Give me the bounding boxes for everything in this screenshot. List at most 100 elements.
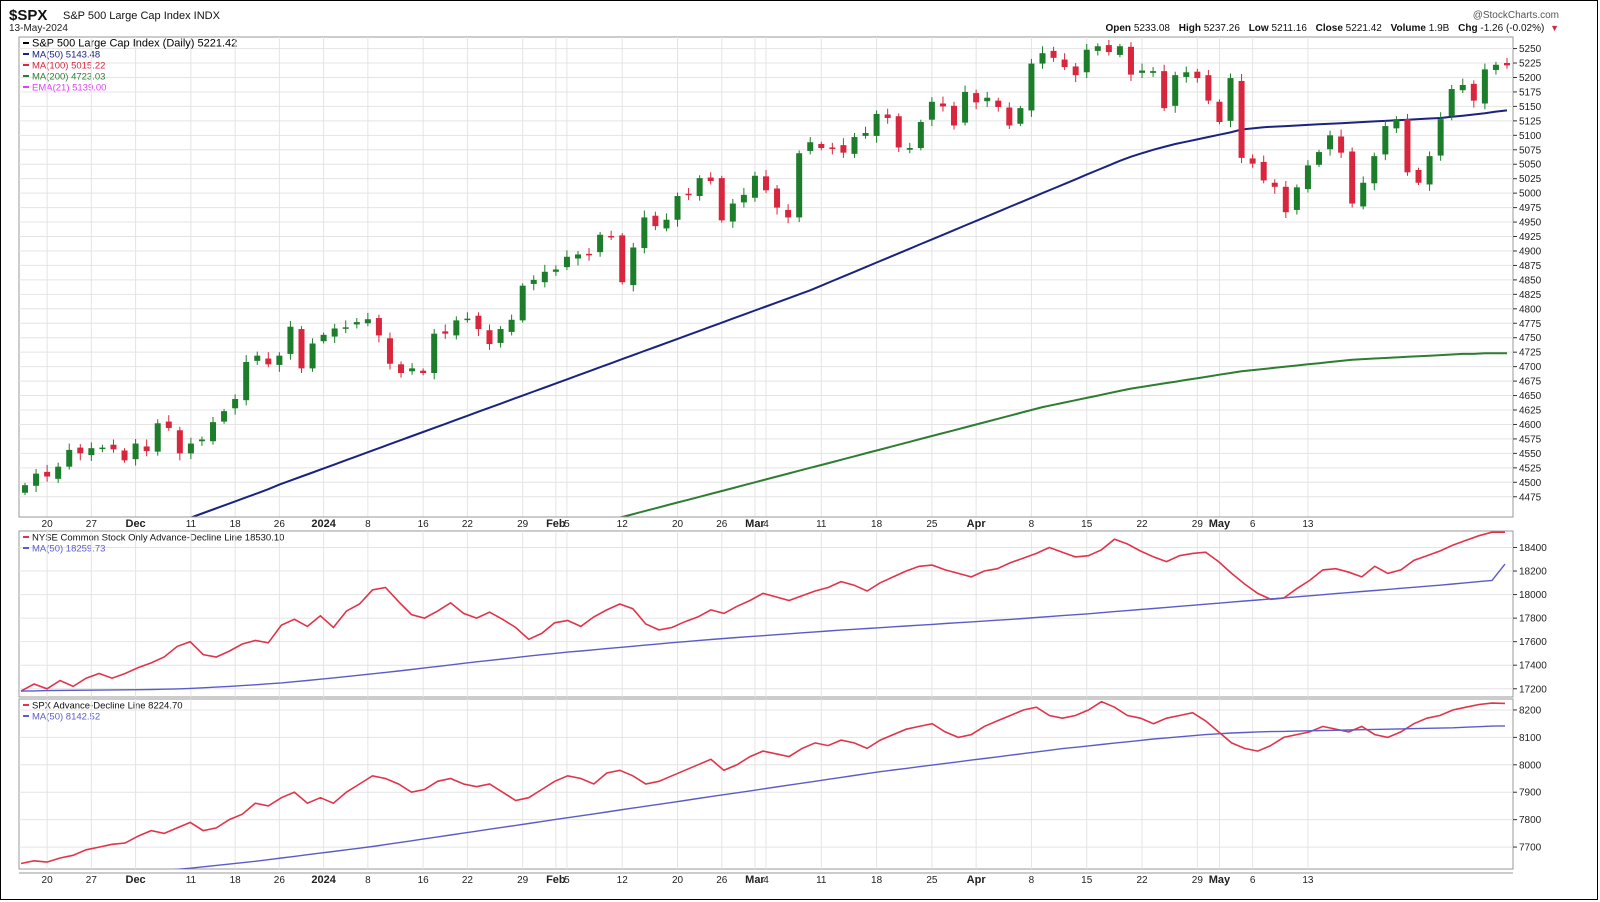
- y-tick-label: 5150: [1519, 102, 1542, 113]
- candle-body: [66, 449, 73, 467]
- y-tick-label: 5050: [1519, 160, 1542, 171]
- brand-watermark[interactable]: @StockCharts.com: [1472, 10, 1559, 21]
- candle-body: [906, 148, 913, 150]
- candle-body: [729, 203, 736, 222]
- y-tick-label: 18400: [1519, 543, 1547, 554]
- candle-body: [1238, 80, 1245, 158]
- candle-body: [1216, 101, 1223, 123]
- y-tick-label: 4500: [1519, 478, 1542, 489]
- candle-body: [1028, 63, 1035, 111]
- candle-body: [99, 447, 106, 450]
- candle-body: [563, 256, 570, 268]
- x-tick-label: Dec: [126, 518, 146, 530]
- chg-label: Chg: [1458, 23, 1478, 34]
- x-tick-label: 13: [1302, 875, 1314, 886]
- candle-body: [187, 443, 194, 454]
- close-label: Close: [1315, 23, 1343, 34]
- x-tick-label: 2024: [311, 874, 336, 886]
- candle-body: [508, 319, 515, 332]
- x-tick-label: 11: [816, 519, 827, 530]
- candle-body: [740, 194, 747, 203]
- x-tick-label: 2024: [311, 518, 336, 530]
- x-tick-label: 11: [186, 875, 197, 886]
- candle-body: [221, 411, 228, 422]
- candle-body: [1349, 151, 1356, 204]
- candle-body: [552, 269, 559, 272]
- candle-body: [1271, 182, 1278, 187]
- candle-body: [696, 178, 703, 197]
- y-tick-label: 4675: [1519, 377, 1542, 388]
- candle-body: [597, 234, 604, 253]
- x-tick-label: 8: [1029, 875, 1035, 886]
- candle-body: [22, 485, 28, 493]
- candle-body: [1304, 165, 1311, 190]
- x-tick-label: 18: [230, 519, 242, 530]
- y-tick-label: 5000: [1519, 189, 1542, 200]
- ad-ma50-line: [172, 725, 1506, 869]
- candle-body: [1127, 46, 1134, 75]
- candle-body: [320, 334, 327, 342]
- candle-body: [807, 142, 814, 151]
- x-tick-label: 13: [1302, 519, 1314, 530]
- candle-body: [1072, 66, 1079, 76]
- low-value: 5211.16: [1271, 23, 1307, 34]
- y-tick-label: 5200: [1519, 73, 1542, 84]
- x-tick-label: 20: [42, 519, 54, 530]
- high-label: High: [1178, 23, 1201, 34]
- candle-body: [851, 137, 858, 154]
- x-tick-label: 18: [230, 875, 242, 886]
- candle-body: [1116, 46, 1123, 55]
- x-tick-label: 15: [1081, 875, 1093, 886]
- candle-body: [630, 247, 637, 286]
- y-tick-label: 4900: [1519, 246, 1542, 257]
- candle-body: [574, 254, 581, 259]
- candle-body: [751, 175, 758, 198]
- candle-body: [1437, 119, 1444, 156]
- candle-body: [1105, 45, 1112, 53]
- y-tick-label: 4775: [1519, 319, 1542, 330]
- candle-body: [1338, 136, 1345, 153]
- candle-body: [165, 421, 172, 428]
- y-tick-label: 4950: [1519, 218, 1542, 229]
- x-tick-label: 12: [617, 519, 629, 530]
- y-tick-label: 17800: [1519, 614, 1547, 625]
- chart-date: 13-May-2024: [9, 23, 68, 34]
- candle-body: [1183, 72, 1190, 77]
- y-tick-label: 4725: [1519, 348, 1542, 359]
- candle-body: [829, 147, 836, 149]
- x-tick-label: 22: [462, 519, 474, 530]
- candle-body: [475, 315, 482, 330]
- ad-line: [20, 700, 1506, 865]
- down-arrow-icon: ▼: [1550, 23, 1559, 33]
- candle-body: [641, 217, 648, 249]
- candle-body: [1293, 187, 1300, 210]
- candle-body: [1382, 126, 1389, 155]
- volume-value: 1.9B: [1428, 23, 1450, 34]
- legend-entry: S&P 500 Large Cap Index (Daily) 5221.42: [32, 38, 237, 50]
- legend-entry: MA(100) 5015.22: [32, 61, 105, 72]
- x-tick-label: 22: [462, 875, 474, 886]
- x-tick-label: Apr: [967, 874, 987, 886]
- candle-body: [1459, 85, 1466, 91]
- candle-body: [442, 331, 449, 334]
- x-tick-label: 25: [926, 875, 938, 886]
- x-tick-label: 5: [564, 875, 570, 886]
- candle-body: [364, 319, 371, 324]
- candle-body: [1315, 152, 1322, 165]
- candle-body: [928, 101, 935, 120]
- x-tick-label: 4: [763, 519, 769, 530]
- candle-body: [1017, 108, 1024, 124]
- x-tick-label: 26: [716, 519, 728, 530]
- candle-body: [840, 145, 847, 153]
- y-tick-label: 5175: [1519, 87, 1542, 98]
- candle-body: [1282, 186, 1289, 213]
- x-tick-label: 11: [816, 875, 827, 886]
- ohlc-readout: Open 5233.08 High 5237.26 Low 5211.16 Cl…: [1099, 23, 1559, 34]
- x-tick-label: 5: [564, 519, 570, 530]
- candle-body: [1448, 89, 1455, 117]
- candle-body: [1094, 46, 1101, 51]
- y-tick-label: 17600: [1519, 637, 1547, 648]
- candle-body: [763, 176, 769, 191]
- y-tick-label: 18000: [1519, 590, 1547, 601]
- candle-body: [1470, 83, 1477, 101]
